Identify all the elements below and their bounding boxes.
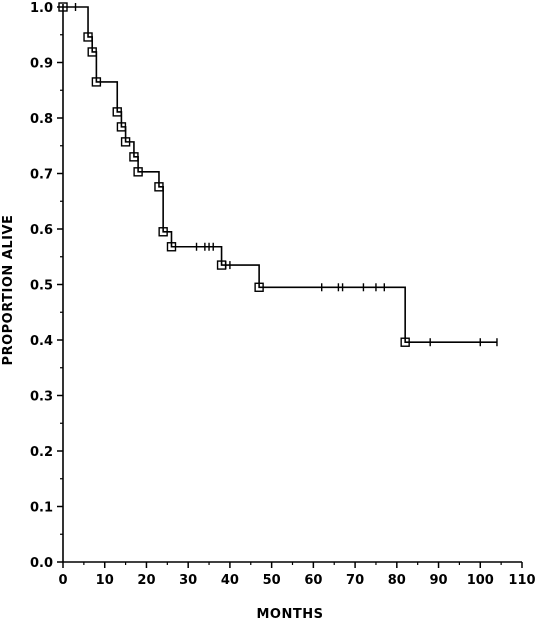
- event-marker: [400, 337, 410, 347]
- x-tick-label: 40: [221, 573, 239, 588]
- y-tick-label: 0.4: [30, 334, 53, 349]
- x-tick-label: 0: [58, 573, 67, 588]
- survival-step-line: [63, 6, 497, 344]
- y-tick-label: 0.2: [30, 445, 53, 460]
- censor-marks: [74, 3, 498, 347]
- y-tick-label: 0.1: [30, 501, 53, 516]
- event-marker: [254, 282, 264, 292]
- survival-curve: [63, 6, 497, 344]
- event-marker: [120, 137, 131, 147]
- event-marker: [112, 107, 122, 117]
- event-marker: [116, 122, 127, 132]
- y-tick-label: 1.0: [30, 1, 53, 16]
- x-tick-label: 50: [263, 573, 281, 588]
- event-marker: [158, 227, 168, 237]
- tick-labels: 0.0 0.1 0.2 0.3 0.4 0.5 0.6 0.7 0.8 0.9 1.0 0 10 20 30…: [30, 1, 536, 588]
- x-tick-label: 20: [137, 573, 155, 588]
- event-marker: [87, 47, 97, 57]
- x-tick-label: 110: [508, 573, 535, 588]
- x-tick-label: 90: [429, 573, 447, 588]
- x-tick-label: 80: [388, 573, 406, 588]
- axes: [62, 4, 522, 563]
- y-tick-label: 0.7: [30, 168, 53, 183]
- axis-ticks: [57, 6, 523, 568]
- x-axis-title: MONTHS: [257, 607, 324, 622]
- x-tick-label: 70: [346, 573, 364, 588]
- y-tick-label: 0.9: [30, 57, 53, 72]
- x-tick-label: 60: [304, 573, 322, 588]
- event-marker: [154, 182, 164, 192]
- event-markers: [58, 2, 410, 347]
- event-marker: [58, 2, 68, 12]
- y-tick-label: 0.0: [30, 556, 53, 571]
- y-tick-label: 0.8: [30, 112, 53, 127]
- event-marker: [91, 77, 102, 87]
- event-marker: [83, 32, 93, 42]
- event-marker: [166, 242, 177, 252]
- x-tick-label: 100: [467, 573, 494, 588]
- y-tick-label: 0.6: [30, 223, 53, 238]
- y-tick-label: 0.3: [30, 390, 53, 405]
- event-marker: [133, 167, 143, 177]
- x-tick-label: 10: [96, 573, 114, 588]
- y-axis-title: PROPORTION ALIVE: [1, 215, 16, 366]
- y-tick-label: 0.5: [30, 279, 53, 294]
- event-marker: [129, 152, 139, 162]
- x-tick-label: 30: [179, 573, 197, 588]
